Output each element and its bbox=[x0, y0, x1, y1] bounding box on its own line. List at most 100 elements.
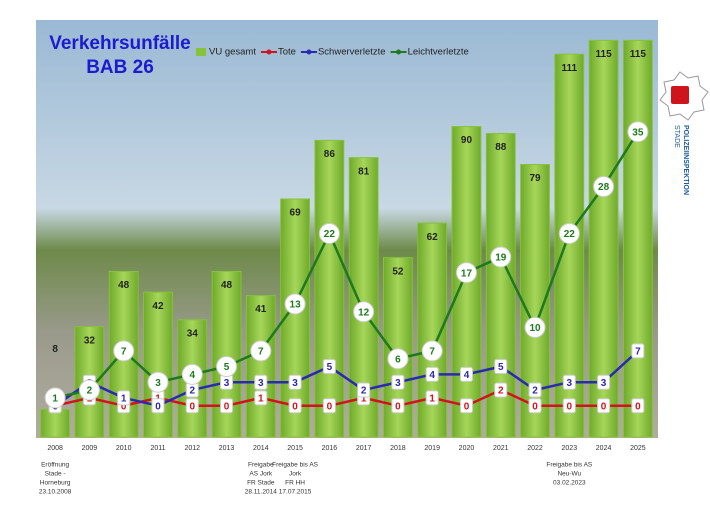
x-tick-label: 2012 bbox=[184, 445, 200, 452]
point-label-bubble bbox=[318, 223, 340, 244]
x-tick-label: 2009 bbox=[82, 445, 98, 452]
x-tick-label: 2010 bbox=[116, 445, 132, 452]
point-label-bubble bbox=[113, 340, 135, 362]
x-note: Freigabe bis AS bbox=[272, 462, 319, 469]
point-value-label: 0 bbox=[532, 401, 538, 412]
point-value-label: 7 bbox=[635, 347, 641, 358]
point-label-box bbox=[528, 398, 542, 414]
point-label-box bbox=[494, 359, 508, 375]
point-value-label: 10 bbox=[529, 323, 541, 334]
point-value-label: 13 bbox=[290, 300, 302, 311]
point-value-label: 12 bbox=[358, 307, 370, 318]
bar-value-label: 42 bbox=[152, 301, 164, 312]
point-value-label: 3 bbox=[601, 378, 607, 389]
point-label-bubble bbox=[216, 356, 238, 378]
point-label-box bbox=[562, 398, 576, 414]
legend-marker bbox=[306, 49, 312, 55]
x-note: Stade - bbox=[45, 471, 66, 478]
point-value-label: 0 bbox=[189, 401, 195, 412]
point-label-bubble bbox=[147, 371, 169, 393]
point-value-label: 0 bbox=[635, 401, 641, 412]
point-value-label: 7 bbox=[429, 347, 435, 358]
x-tick-label: 2013 bbox=[219, 445, 235, 452]
point-value-label: 3 bbox=[292, 378, 298, 389]
point-label-box bbox=[631, 343, 645, 359]
point-label-box bbox=[459, 398, 473, 414]
point-value-label: 35 bbox=[632, 127, 644, 138]
x-note: 23.10.2008 bbox=[39, 489, 72, 496]
x-note: FR Stade bbox=[247, 480, 275, 487]
x-note: 17.07.2015 bbox=[279, 489, 312, 496]
logo-text: STADE bbox=[673, 125, 680, 148]
bar bbox=[588, 39, 619, 438]
bar-value-label: 41 bbox=[255, 304, 267, 315]
point-label-box bbox=[425, 366, 439, 382]
point-label-box bbox=[288, 374, 302, 390]
point-value-label: 0 bbox=[121, 401, 127, 412]
point-value-label: 5 bbox=[498, 362, 504, 373]
x-tick-label: 2023 bbox=[562, 445, 578, 452]
legend-marker bbox=[266, 49, 272, 55]
x-note: Eröffnung bbox=[41, 462, 69, 469]
x-tick-label: 2025 bbox=[630, 445, 646, 452]
point-value-label: 28 bbox=[598, 182, 610, 193]
point-value-label: 3 bbox=[224, 378, 230, 389]
logo: POLIZEIINSPEKTION STADE bbox=[659, 71, 709, 195]
point-value-label: 3 bbox=[258, 378, 264, 389]
point-label-box bbox=[254, 374, 268, 390]
legend-label: VU gesamt bbox=[209, 47, 256, 58]
point-label-box bbox=[322, 359, 336, 375]
point-value-label: 2 bbox=[189, 386, 195, 397]
point-label-box bbox=[562, 374, 576, 390]
point-label-box bbox=[391, 374, 405, 390]
x-tick-label: 2022 bbox=[527, 445, 543, 452]
point-label-box bbox=[597, 398, 611, 414]
point-value-label: 0 bbox=[601, 401, 607, 412]
bar bbox=[622, 39, 653, 438]
bar-value-label: 86 bbox=[324, 149, 336, 160]
point-value-label: 3 bbox=[567, 378, 573, 389]
point-label-bubble bbox=[387, 348, 409, 370]
point-value-label: 7 bbox=[121, 347, 127, 358]
legend-label: Schwerverletzte bbox=[318, 47, 386, 58]
x-note: Jork bbox=[289, 471, 302, 478]
point-value-label: 22 bbox=[564, 229, 576, 240]
point-label-box bbox=[631, 398, 645, 414]
point-label-bubble bbox=[250, 340, 272, 362]
bar-value-label: 32 bbox=[84, 335, 96, 346]
point-value-label: 0 bbox=[224, 401, 230, 412]
point-label-bubble bbox=[421, 340, 443, 362]
bar bbox=[314, 139, 345, 438]
x-tick-label: 2011 bbox=[150, 445, 165, 452]
x-tick-label: 2020 bbox=[459, 445, 475, 452]
point-value-label: 19 bbox=[495, 253, 507, 264]
point-label-bubble bbox=[524, 316, 546, 338]
point-value-label: 2 bbox=[361, 386, 367, 397]
x-tick-label: 2024 bbox=[596, 445, 612, 452]
point-label-box bbox=[459, 366, 473, 382]
bar-value-label: 48 bbox=[221, 280, 233, 291]
chart-title: Verkehrsunfälle bbox=[49, 33, 191, 54]
bar-value-label: 115 bbox=[630, 49, 647, 60]
point-value-label: 4 bbox=[189, 370, 195, 381]
point-label-box bbox=[288, 398, 302, 414]
bar-value-label: 115 bbox=[596, 49, 613, 60]
legend-marker bbox=[396, 49, 402, 55]
point-label-box bbox=[254, 390, 268, 406]
point-value-label: 2 bbox=[532, 386, 538, 397]
bar-value-label: 34 bbox=[187, 328, 199, 339]
point-label-box bbox=[151, 398, 165, 414]
point-value-label: 0 bbox=[155, 401, 161, 412]
point-value-label: 0 bbox=[464, 401, 470, 412]
x-note: Freigabe bbox=[248, 462, 274, 469]
point-label-bubble bbox=[558, 223, 580, 244]
x-tick-label: 2018 bbox=[390, 445, 406, 452]
bar-value-label: 62 bbox=[427, 232, 439, 243]
x-tick-label: 2008 bbox=[47, 445, 63, 452]
point-value-label: 1 bbox=[258, 394, 264, 405]
point-label-bubble bbox=[627, 121, 649, 143]
point-label-bubble bbox=[44, 387, 66, 409]
chart-title: BAB 26 bbox=[86, 57, 154, 78]
x-note: AS Jork bbox=[249, 471, 273, 478]
